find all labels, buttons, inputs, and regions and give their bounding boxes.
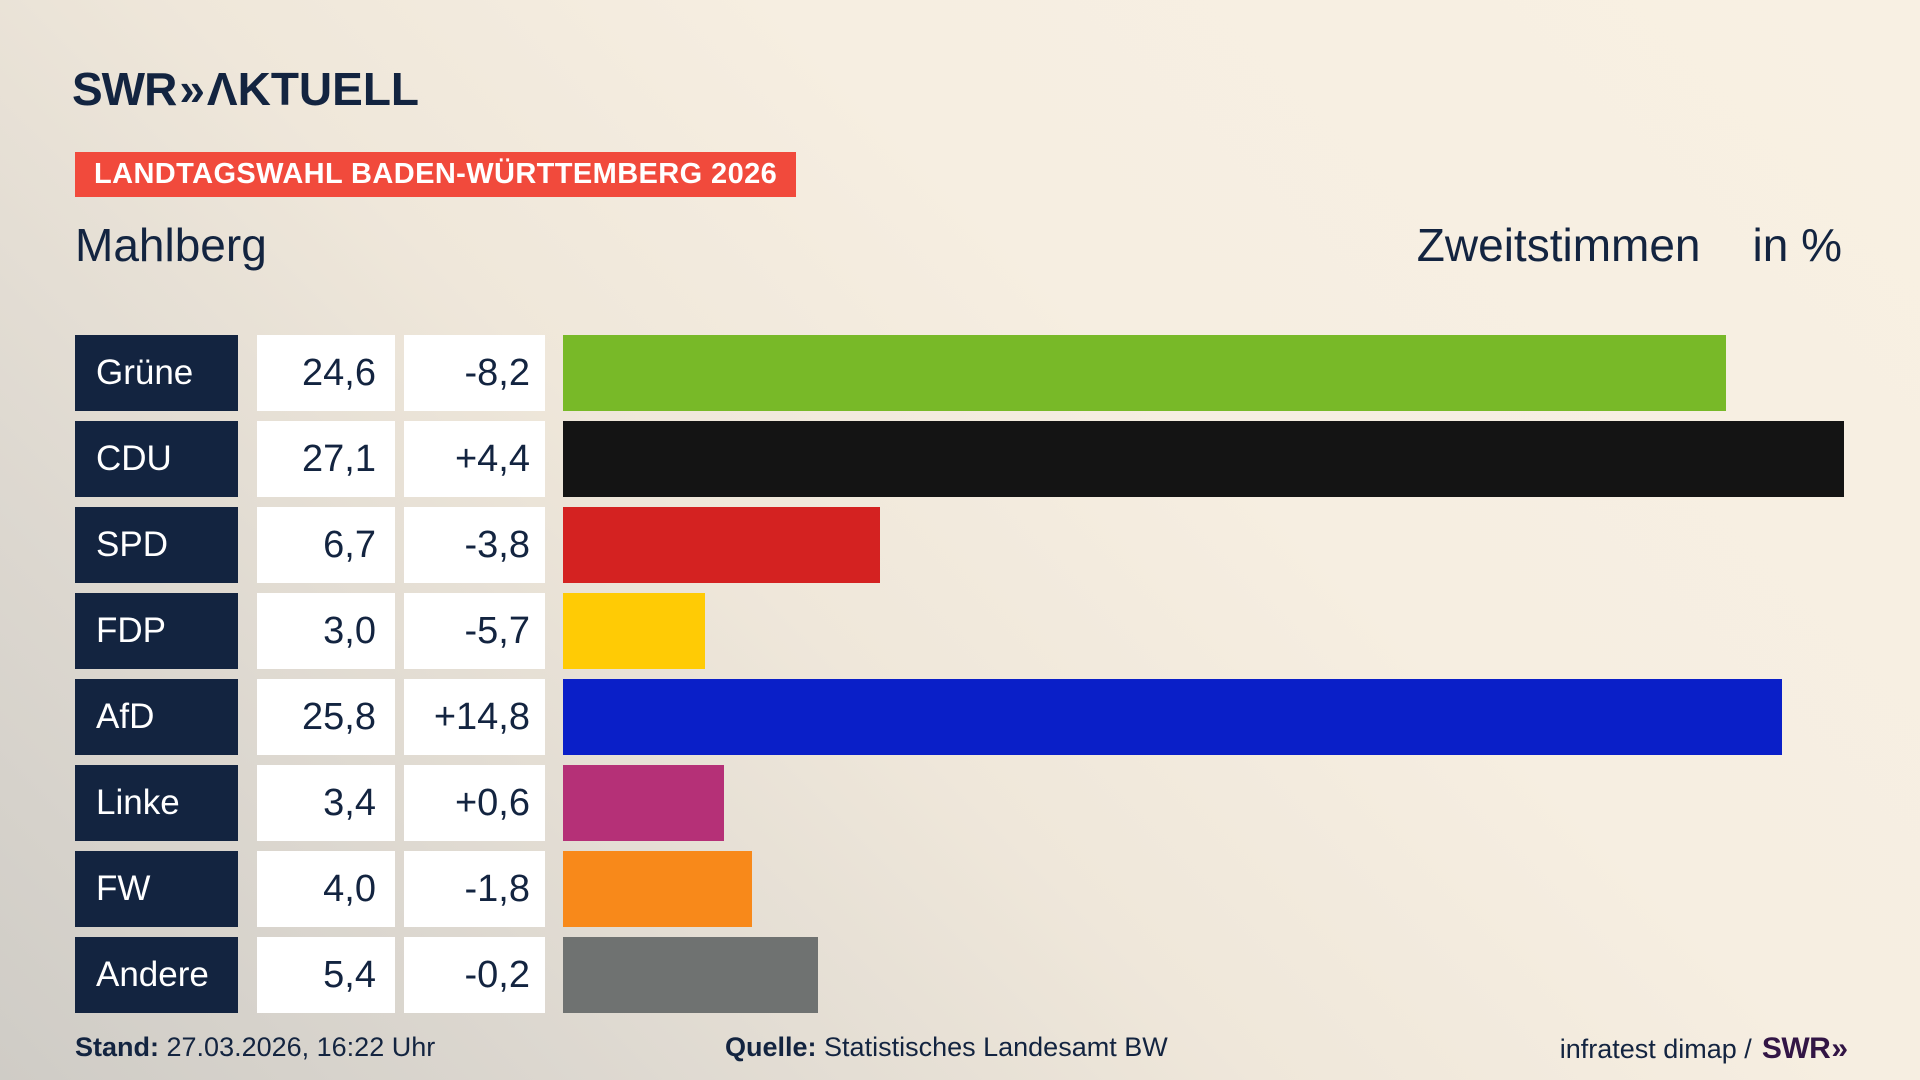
change-cell: +4,4 [404,421,545,497]
election-banner: LANDTAGSWAHL BADEN-WÜRTTEMBERG 2026 [75,152,797,197]
swr-footer-logo: SWR » [1761,1032,1848,1066]
bar-track [563,593,1860,669]
title-row: Mahlberg Zweitstimmen in % [75,218,1842,272]
swr-footer-logo-text: SWR [1761,1032,1831,1065]
value-cell: 27,1 [257,421,395,497]
change-cell: -3,8 [404,507,545,583]
party-label: Grüne [75,335,238,411]
swr-logo-chevrons-icon: » [179,63,205,115]
table-row: Grüne 24,6 -8,2 [75,335,1860,411]
result-bar [563,593,705,669]
change-cell: -5,7 [404,593,545,669]
party-label: SPD [75,507,238,583]
result-bar [563,507,880,583]
footer: Stand: 27.03.2026, 16:22 Uhr Quelle: Sta… [75,1032,1848,1072]
municipality-title: Mahlberg [75,219,267,271]
value-cell: 5,4 [257,937,395,1013]
result-bar [563,335,1726,411]
stand-info: Stand: 27.03.2026, 16:22 Uhr [75,1032,435,1063]
result-bar [563,851,753,927]
source-info: Quelle: Statistisches Landesamt BW [725,1032,1168,1063]
result-bar [563,421,1844,497]
result-bar [563,937,819,1013]
stand-value: 27.03.2026, 16:22 Uhr [166,1032,436,1062]
bar-track [563,765,1860,841]
table-row: FW 4,0 -1,8 [75,851,1860,927]
swr-logo-text: SWR [72,63,177,115]
value-cell: 24,6 [257,335,395,411]
bar-track [563,851,1860,927]
table-row: SPD 6,7 -3,8 [75,507,1860,583]
party-label: CDU [75,421,238,497]
measure-label: Zweitstimmen [1416,219,1701,271]
table-row: Linke 3,4 +0,6 [75,765,1860,841]
result-bar [563,679,1783,755]
bar-track [563,335,1860,411]
change-cell: +0,6 [404,765,545,841]
unit-label: in % [1752,219,1842,271]
value-cell: 6,7 [257,507,395,583]
swr-logo-suffix: ΛKTUELL [206,63,420,115]
source-value: Statistisches Landesamt BW [824,1032,1168,1062]
party-label: FDP [75,593,238,669]
stand-label: Stand: [75,1032,159,1062]
results-table: Grüne 24,6 -8,2 CDU 27,1 +4,4 SPD 6,7 -3… [75,335,1860,1013]
bar-track [563,679,1860,755]
change-cell: -0,2 [404,937,545,1013]
table-row: CDU 27,1 +4,4 [75,421,1860,497]
swr-footer-logo-chevrons-icon: » [1831,1032,1848,1065]
bar-track [563,937,1860,1013]
value-cell: 25,8 [257,679,395,755]
party-label: Linke [75,765,238,841]
bar-track [563,507,1860,583]
table-row: Andere 5,4 -0,2 [75,937,1860,1013]
credit-info: infratest dimap / SWR » [1559,1032,1848,1066]
value-cell: 3,4 [257,765,395,841]
party-label: AfD [75,679,238,755]
source-label: Quelle: [725,1032,817,1062]
swr-aktuell-logo: SWR » ΛKTUELL [72,62,419,116]
value-cell: 3,0 [257,593,395,669]
change-cell: -1,8 [404,851,545,927]
change-cell: -8,2 [404,335,545,411]
value-cell: 4,0 [257,851,395,927]
bar-track [563,421,1860,497]
measure-title: Zweitstimmen in % [1417,218,1842,272]
party-label: FW [75,851,238,927]
change-cell: +14,8 [404,679,545,755]
credit-text: infratest dimap / [1559,1033,1752,1064]
result-bar [563,765,724,841]
party-label: Andere [75,937,238,1013]
table-row: AfD 25,8 +14,8 [75,679,1860,755]
table-row: FDP 3,0 -5,7 [75,593,1860,669]
